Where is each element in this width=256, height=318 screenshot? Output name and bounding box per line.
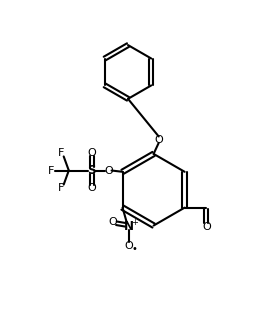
Text: F: F [48, 166, 54, 176]
Text: F: F [58, 183, 64, 193]
Text: O: O [202, 222, 211, 232]
Text: N: N [124, 220, 134, 233]
Text: •: • [132, 244, 137, 254]
Text: O: O [88, 148, 96, 158]
Text: O: O [125, 241, 133, 251]
Text: S: S [88, 164, 96, 177]
Text: +: + [131, 218, 138, 227]
Text: O: O [104, 166, 113, 176]
Text: F: F [58, 148, 64, 158]
Text: O: O [108, 217, 117, 227]
Text: O: O [154, 135, 163, 145]
Text: O: O [88, 183, 96, 193]
